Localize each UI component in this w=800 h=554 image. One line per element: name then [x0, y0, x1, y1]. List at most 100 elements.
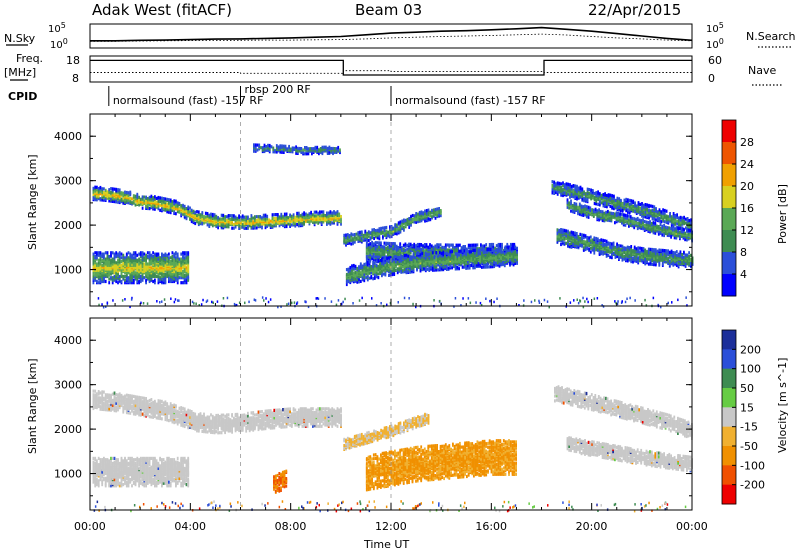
- scatter-cell: [481, 248, 483, 252]
- scatter-cell: [270, 145, 273, 149]
- scatter-cell: [651, 217, 654, 221]
- scatter-cell: [111, 187, 114, 191]
- scatter-cell: [467, 264, 469, 268]
- scatter-cell: [451, 255, 453, 259]
- scatter-cell: [623, 202, 626, 206]
- scatter-cell: [176, 210, 179, 214]
- scatter-cell: [429, 210, 432, 214]
- scatter-cell: [367, 245, 370, 249]
- scatter-cell: [449, 265, 452, 269]
- scatter-cell: [438, 213, 440, 217]
- scatter-cell: [322, 220, 325, 224]
- scatter-cell: [488, 256, 490, 260]
- scatter-cell: [500, 259, 503, 263]
- scatter-cell: [154, 203, 156, 208]
- scatter-cell: [272, 146, 275, 150]
- scatter-cell: [437, 254, 439, 258]
- scatter-cell: [129, 268, 132, 272]
- scatter-cell: [416, 252, 418, 256]
- scatter-cell: [448, 250, 451, 255]
- scatter-cell: [127, 191, 130, 195]
- scatter-cell: [136, 258, 139, 262]
- scatter-cell: [310, 219, 312, 223]
- scatter-cell: [254, 143, 257, 147]
- scatter-cell: [162, 278, 165, 282]
- scatter-cell: [460, 253, 462, 257]
- scatter-cell: [392, 226, 395, 230]
- scatter-cell: [131, 201, 133, 205]
- scatter-cell: [427, 213, 430, 217]
- scatter-cell: [356, 266, 359, 271]
- scatter-cell: [450, 248, 452, 252]
- scatter-cell: [388, 263, 390, 267]
- scatter-cell: [122, 201, 125, 205]
- scatter-cell: [118, 188, 121, 192]
- scatter-cell: [453, 252, 456, 256]
- scatter-cell: [155, 200, 158, 204]
- scatter-cell: [176, 255, 179, 259]
- scatter-cell: [264, 213, 267, 217]
- scatter-cell: [429, 248, 431, 252]
- scatter-cell: [365, 241, 368, 246]
- scatter-cell: [555, 182, 557, 186]
- scatter-cell: [203, 215, 205, 219]
- scatter-cell: [372, 277, 374, 281]
- scatter-cell: [502, 255, 504, 259]
- scatter-cell: [488, 243, 491, 247]
- scatter-cell: [152, 255, 154, 259]
- scatter-cell: [370, 271, 373, 275]
- scatter-cell: [377, 276, 380, 280]
- scatter-cell: [378, 241, 380, 245]
- scatter-cell: [467, 252, 469, 257]
- scatter-cell: [162, 281, 165, 285]
- scatter-cell: [111, 269, 114, 274]
- scatter-cell: [567, 182, 570, 186]
- scatter-cell: [387, 230, 389, 234]
- scatter-cell: [584, 192, 587, 196]
- scatter-cell: [427, 248, 430, 252]
- scatter-cell: [404, 242, 407, 246]
- scatter-cell: [471, 243, 474, 247]
- scatter-cell: [393, 271, 396, 275]
- scatter-cell: [339, 148, 341, 152]
- scatter-cell: [358, 277, 360, 281]
- scatter-cell: [373, 228, 375, 232]
- scatter-cell: [118, 199, 121, 203]
- scatter-cell: [201, 211, 204, 215]
- scatter-cell: [275, 216, 277, 220]
- scatter-cell: [600, 201, 603, 205]
- scatter-cell: [261, 216, 263, 220]
- scatter-cell: [350, 232, 353, 236]
- scatter-cell: [607, 193, 610, 197]
- scatter-cell: [136, 199, 139, 203]
- scatter-cell: [299, 214, 302, 218]
- scatter-cell: [248, 217, 251, 222]
- scatter-cell: [493, 261, 496, 265]
- scatter-cell: [120, 263, 123, 267]
- scatter-cell: [437, 263, 439, 267]
- scatter-cell: [152, 196, 154, 200]
- scatter-cell: [623, 198, 626, 202]
- scatter-cell: [472, 252, 475, 256]
- scatter-cell: [415, 244, 417, 248]
- scatter-cell: [268, 143, 271, 148]
- scatter-cell: [332, 150, 334, 154]
- scatter-cell: [331, 221, 334, 225]
- scatter-cell: [352, 271, 355, 275]
- scatter-cell: [448, 243, 451, 247]
- scatter-cell: [136, 262, 139, 266]
- scatter-cell: [106, 251, 109, 255]
- scatter-cell: [99, 253, 102, 257]
- scatter-cell: [449, 250, 452, 254]
- scatter-cell: [498, 249, 501, 253]
- scatter-cell: [204, 215, 207, 219]
- scatter-cell: [411, 217, 414, 221]
- scatter-cell: [154, 272, 156, 276]
- scatter-cell: [189, 210, 191, 214]
- scatter-cell: [326, 222, 328, 226]
- scatter-cell: [278, 215, 281, 219]
- scatter-cell: [125, 252, 128, 256]
- scatter-cell: [222, 216, 225, 220]
- scatter-cell: [166, 210, 169, 214]
- scatter-cell: [266, 214, 269, 218]
